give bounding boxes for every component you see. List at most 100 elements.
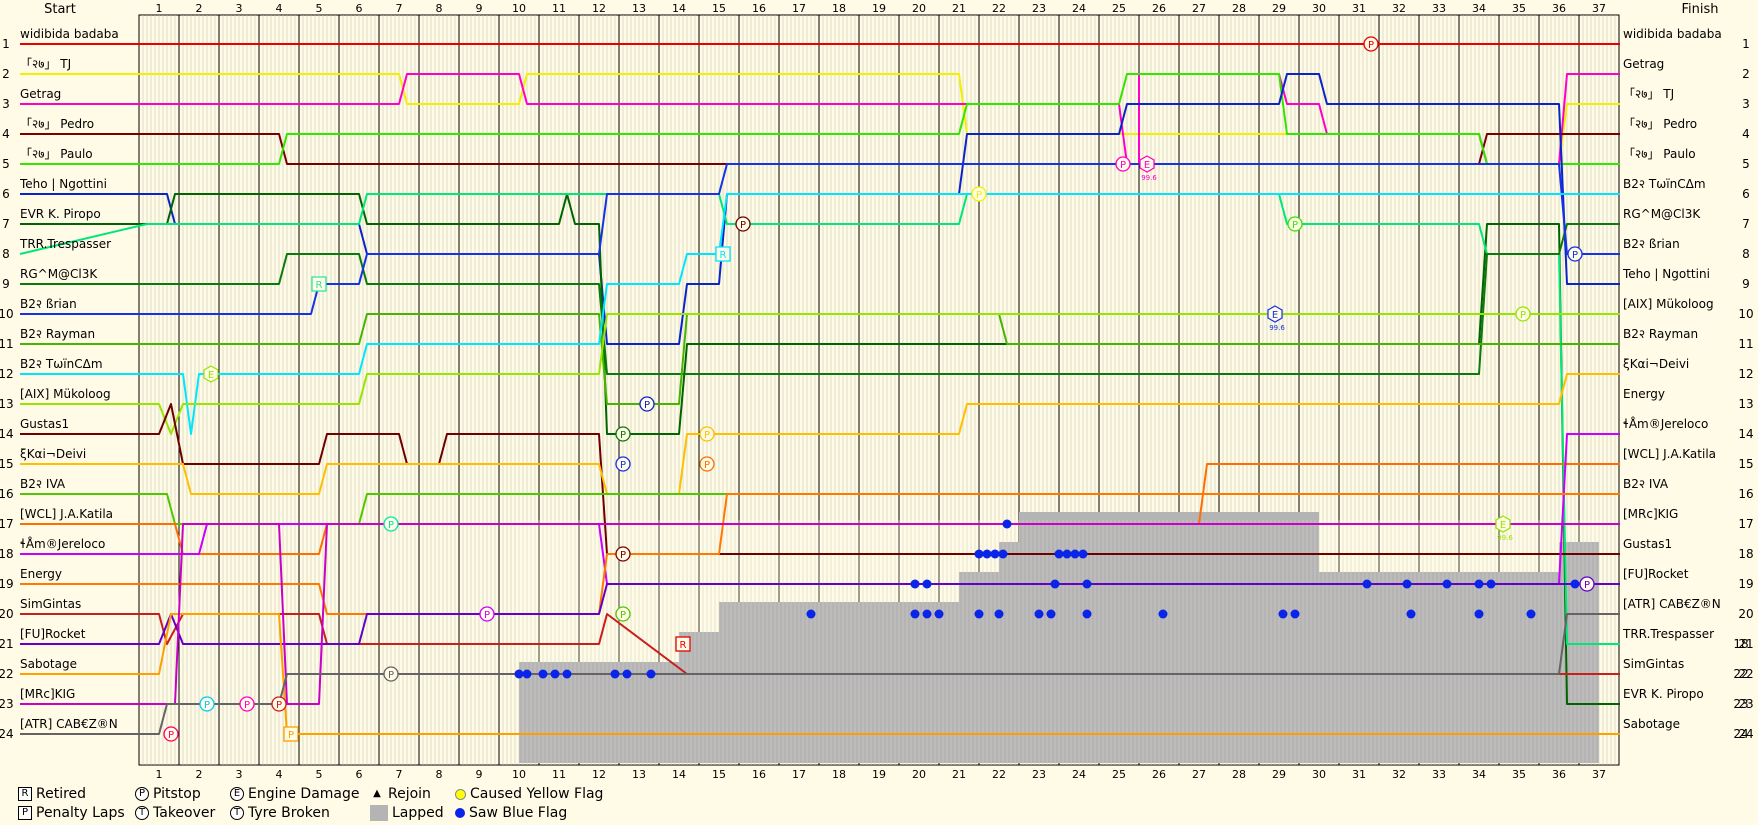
lapped-block (1019, 512, 1319, 763)
lap-tick-top: 31 (1352, 2, 1366, 15)
blue-flag-dot (1054, 549, 1064, 559)
position-tick-left: 17 (0, 517, 14, 531)
engine-damage-marker (1495, 515, 1511, 533)
finish-driver-label: ɬÅm®Jereloco (1623, 416, 1708, 431)
lap-tick-bottom: 20 (912, 768, 926, 781)
position-tick-right: 22 (1738, 667, 1753, 681)
blue-flag-dot (1278, 609, 1288, 619)
pitstop-marker-letter: P (620, 610, 626, 621)
penalty-marker-letter: P (288, 730, 294, 741)
position-tick-right: 18 (1738, 547, 1753, 561)
start-driver-label: [ATR] CAB€Z®N (20, 717, 118, 731)
pitstop-marker-letter: P (204, 700, 210, 711)
pitstop-marker (1115, 156, 1131, 172)
pitstop-marker (1287, 216, 1303, 232)
start-driver-label: B2२ Rayman (20, 327, 95, 341)
position-tick-right: 4 (1742, 127, 1750, 141)
blue-flag-dot (994, 609, 1004, 619)
legend-item: T Takeover (135, 805, 215, 821)
lap-tick-bottom: 34 (1472, 768, 1486, 781)
pitstop-marker-letter: P (388, 520, 394, 531)
position-tick-right: 17 (1738, 517, 1753, 531)
pitstop-marker (1579, 576, 1595, 592)
pitstop-marker-letter: P (276, 700, 282, 711)
position-tick-right: 9 (1742, 277, 1750, 291)
pitstop-marker (615, 456, 631, 472)
position-tick-left: 1 (2, 37, 10, 51)
lap-tick-top: 4 (276, 2, 283, 15)
lap-tick-top: 22 (992, 2, 1006, 15)
position-tick-right: 5 (1742, 157, 1750, 171)
blue-flag-dot (998, 549, 1008, 559)
pitstop-marker (735, 216, 751, 232)
blue-flag-dot (538, 669, 548, 679)
engine-damage-value: 99.6 (1141, 174, 1157, 182)
position-tick-right: 2 (1742, 67, 1750, 81)
legend-symbol-icon: P (18, 806, 32, 820)
lap-tick-top: 26 (1152, 2, 1166, 15)
legend-item: Caused Yellow Flag (455, 786, 603, 802)
finish-driver-label: RG^M@Cl3K (1623, 207, 1701, 221)
lapped-block (999, 542, 1019, 763)
pitstop-marker (479, 606, 495, 622)
position-tick-left: 4 (2, 127, 10, 141)
retired-marker (715, 246, 731, 262)
retired-marker (675, 636, 691, 652)
position-tick-right: 3 (1742, 97, 1750, 111)
axis-labels: Start Finish 112233445566778899101011111… (0, 2, 1754, 781)
lap-tick-bottom: 7 (396, 768, 403, 781)
legend-label: Tyre Broken (248, 805, 330, 821)
legend-label: Caused Yellow Flag (470, 786, 604, 802)
position-tick-right: 20 (1738, 607, 1753, 621)
start-driver-label: SimGintas (20, 597, 81, 611)
pitstop-marker (199, 696, 215, 712)
position-tick-left: 9 (2, 277, 10, 291)
lap-tick-bottom: 19 (872, 768, 886, 781)
legend-symbol-icon: R (18, 787, 32, 801)
position-tick-right: 13 (1738, 397, 1753, 411)
driver-line (20, 613, 1620, 735)
position-tick-right: 24 (1738, 727, 1753, 741)
race-position-chart: P P E 99.6 P P P R R P E 99.6 P E P P P P P P E 99.6 P P P P R P P P P… (0, 2, 1754, 781)
lap-tick-bottom: 21 (952, 768, 966, 781)
lap-tick-top: 30 (1312, 2, 1326, 15)
lap-tick-top: 23 (1032, 2, 1046, 15)
blue-flag-dot (1070, 549, 1080, 559)
lap-tick-top: 25 (1112, 2, 1126, 15)
start-driver-label: [FU]Rocket (20, 627, 86, 641)
pitstop-marker-letter: P (1368, 40, 1374, 51)
lap-tick-top: 34 (1472, 2, 1486, 15)
legend-label: Takeover (153, 805, 216, 821)
pitstop-marker-letter: P (388, 670, 394, 681)
finish-driver-label: [WCL] J.A.Katila (1623, 447, 1716, 461)
start-driver-label: ɬÅm®Jereloco (20, 536, 105, 551)
pitstop-marker-letter: P (620, 430, 626, 441)
position-tick-left: 2 (2, 67, 10, 81)
lap-tick-top: 6 (356, 2, 363, 15)
position-tick-left: 8 (2, 247, 10, 261)
position-tick-left: 6 (2, 187, 10, 201)
finish-driver-label: [MRc]KIG (1623, 507, 1678, 521)
blue-flag-dot (514, 669, 524, 679)
lap-tick-top: 33 (1432, 2, 1446, 15)
lap-tick-bottom: 4 (276, 768, 283, 781)
position-tick-right: 21 (1738, 637, 1753, 651)
position-tick-right: 16 (1738, 487, 1753, 501)
engine-damage-value: 99.6 (1497, 534, 1513, 542)
pitstop-marker-letter: P (644, 400, 650, 411)
legend-item: Lapped (370, 805, 444, 821)
legend-item: P Pitstop (135, 786, 201, 802)
finish-driver-label: ξKαi¬Deivi (1623, 357, 1689, 371)
retired-marker (311, 276, 327, 292)
position-tick-left: 14 (0, 427, 14, 441)
lap-tick-bottom: 11 (552, 768, 566, 781)
blue-flag-dot (1050, 579, 1060, 589)
finish-driver-label: 「२७」 Pedro (1623, 117, 1697, 131)
legend-symbol-icon: E (230, 787, 244, 801)
driver-line (20, 163, 1620, 315)
lap-tick-bottom: 12 (592, 768, 606, 781)
lap-tick-top: 5 (316, 2, 323, 15)
penalty-marker (283, 726, 299, 742)
legend: R Retired P Penalty Laps P Pitstop T Takeover E E… (0, 783, 700, 825)
driver-line (20, 193, 1620, 435)
